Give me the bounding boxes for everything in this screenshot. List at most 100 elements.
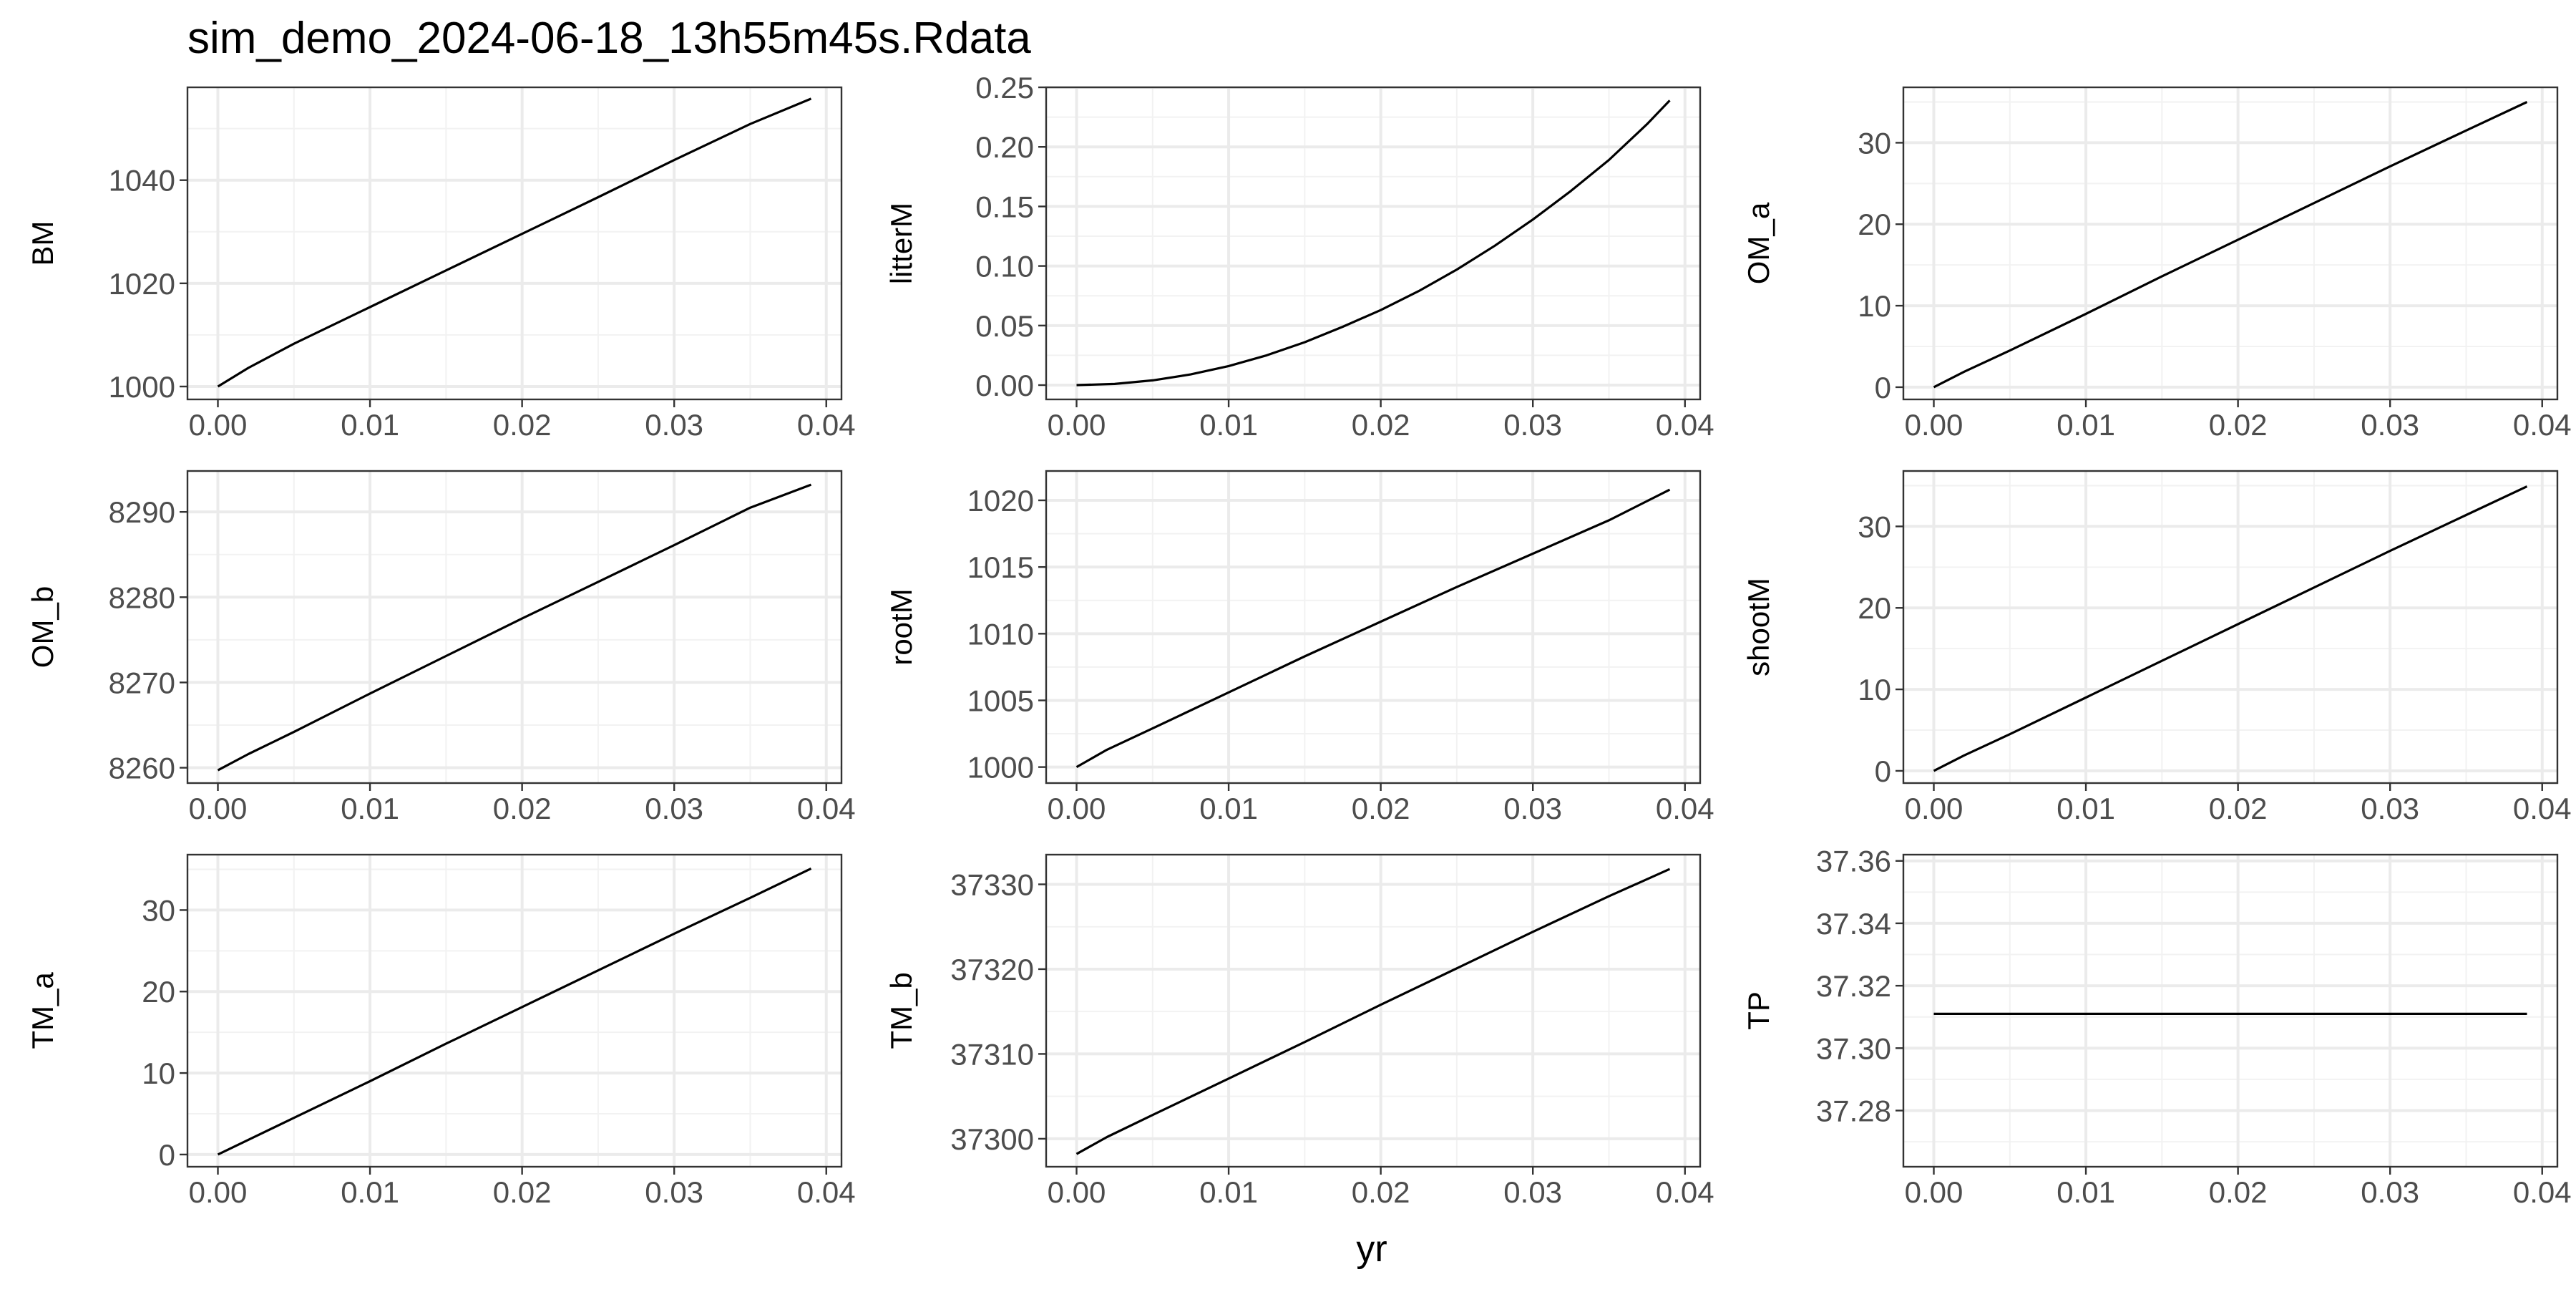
series-line bbox=[1075, 868, 1671, 1155]
y-tick-label: 0.25 bbox=[975, 71, 1034, 105]
y-tick-label: 20 bbox=[1858, 591, 1891, 625]
x-tick-label: 0.02 bbox=[2209, 792, 2268, 825]
x-tick-label: 0.00 bbox=[1905, 1175, 1963, 1209]
panel-tp: 0.00 0.01 0.02 0.03 0.04 37.28 37.30 37.32 37.34… bbox=[1742, 845, 2572, 1209]
y-tick-label: 0.15 bbox=[975, 190, 1034, 223]
y-tick-label: 37310 bbox=[950, 1037, 1034, 1071]
y-tick-label: 1040 bbox=[109, 164, 175, 198]
series-line bbox=[217, 483, 812, 772]
x-tick-label: 0.01 bbox=[1199, 792, 1258, 825]
panel-border bbox=[186, 470, 843, 785]
panel-om-a: 0.00 0.01 0.02 0.03 0.04 0 10 20 30 OM_a bbox=[1742, 86, 2572, 442]
x-tick-label: 0.02 bbox=[493, 792, 552, 825]
y-tick-label: 20 bbox=[142, 975, 175, 1009]
x-tick-label: 0.02 bbox=[1352, 408, 1410, 442]
y-tick-label: 30 bbox=[1858, 126, 1891, 160]
y-axis-label: BM bbox=[26, 221, 59, 266]
series-line bbox=[217, 867, 812, 1156]
x-tick-label: 0.03 bbox=[2361, 1175, 2419, 1209]
y-tick-label: 8290 bbox=[109, 495, 175, 529]
x-tick-label: 0.02 bbox=[1352, 1175, 1410, 1209]
y-tick-label: 0 bbox=[159, 1138, 175, 1172]
y-tick-label: 37330 bbox=[950, 868, 1034, 901]
x-tick-label: 0.03 bbox=[645, 408, 703, 442]
x-tick-label: 0.01 bbox=[341, 792, 399, 825]
series-line bbox=[1933, 485, 2528, 772]
x-tick-label: 0.00 bbox=[189, 1175, 248, 1209]
x-tick-label: 0.04 bbox=[2513, 408, 2572, 442]
y-axis-label: OM_b bbox=[26, 586, 59, 668]
y-tick-label: 37.36 bbox=[1816, 845, 1891, 878]
y-tick-label: 10 bbox=[1858, 673, 1891, 706]
panel-shootm: 0.00 0.01 0.02 0.03 0.04 0 10 20 30 shootM bbox=[1742, 470, 2572, 825]
x-tick-label: 0.00 bbox=[1905, 408, 1963, 442]
x-tick-label: 0.04 bbox=[2513, 792, 2572, 825]
x-tick-label: 0.03 bbox=[645, 792, 703, 825]
y-tick-label: 0 bbox=[1875, 754, 1891, 788]
y-tick-label: 1000 bbox=[109, 370, 175, 404]
y-tick-label: 1015 bbox=[967, 550, 1034, 584]
y-tick-label: 1005 bbox=[967, 684, 1034, 717]
x-tick-label: 0.03 bbox=[1503, 408, 1562, 442]
series-line bbox=[217, 97, 812, 388]
panel-border bbox=[1902, 853, 2559, 1168]
panel-bm: 0.00 0.01 0.02 0.03 0.04 1000 1020 1040 BM bbox=[26, 86, 856, 442]
y-tick-label: 8280 bbox=[109, 581, 175, 614]
x-tick-label: 0.00 bbox=[1905, 792, 1963, 825]
x-tick-label: 0.01 bbox=[1199, 408, 1258, 442]
series-line bbox=[1076, 99, 1671, 387]
chart-title: sim_demo_2024-06-18_13h55m45s.Rdata bbox=[187, 14, 1031, 63]
x-tick-label: 0.03 bbox=[1503, 1175, 1562, 1209]
y-tick-label: 37.30 bbox=[1816, 1031, 1891, 1065]
y-axis-label: TM_b bbox=[884, 972, 918, 1049]
y-tick-label: 37300 bbox=[950, 1122, 1034, 1156]
x-tick-label: 0.00 bbox=[189, 792, 248, 825]
panel-border bbox=[1045, 853, 1702, 1168]
y-tick-label: 8270 bbox=[109, 666, 175, 699]
x-tick-label: 0.04 bbox=[2513, 1175, 2572, 1209]
x-tick-label: 0.04 bbox=[797, 1175, 856, 1209]
x-tick-label: 0.03 bbox=[1503, 792, 1562, 825]
y-axis-label: litterM bbox=[884, 203, 918, 284]
x-tick-label: 0.01 bbox=[2057, 792, 2115, 825]
x-tick-label: 0.04 bbox=[1656, 1175, 1714, 1209]
y-axis-label: OM_a bbox=[1742, 202, 1775, 284]
x-tick-label: 0.04 bbox=[1656, 792, 1714, 825]
panel-rootm: 0.00 0.01 0.02 0.03 0.04 1000 1005 1010 1015 1020… bbox=[884, 470, 1714, 825]
y-tick-label: 0.20 bbox=[975, 130, 1034, 164]
y-tick-label: 0.00 bbox=[975, 369, 1034, 402]
x-tick-label: 0.01 bbox=[341, 408, 399, 442]
y-tick-label: 30 bbox=[142, 893, 175, 927]
panel-border bbox=[186, 853, 843, 1168]
x-tick-label: 0.03 bbox=[2361, 792, 2419, 825]
x-tick-label: 0.00 bbox=[189, 408, 248, 442]
x-tick-label: 0.00 bbox=[1048, 1175, 1106, 1209]
panel-om-b: 0.00 0.01 0.02 0.03 0.04 8260 8270 8280 8290 OM_b bbox=[26, 470, 856, 825]
y-axis-label: rootM bbox=[884, 588, 918, 665]
y-tick-label: 0.10 bbox=[975, 250, 1034, 283]
panel-tm-b: 0.00 0.01 0.02 0.03 0.04 37300 37310 37320 37330… bbox=[884, 853, 1714, 1209]
panel-border bbox=[1902, 86, 2559, 401]
y-tick-label: 37.34 bbox=[1816, 907, 1891, 941]
y-tick-label: 37.28 bbox=[1816, 1094, 1891, 1128]
x-tick-label: 0.02 bbox=[2209, 408, 2268, 442]
panel-border bbox=[1045, 470, 1702, 785]
panel-border bbox=[186, 86, 843, 401]
x-tick-label: 0.03 bbox=[645, 1175, 703, 1209]
y-tick-label: 37320 bbox=[950, 953, 1034, 986]
y-tick-label: 20 bbox=[1858, 208, 1891, 241]
y-tick-label: 1020 bbox=[967, 484, 1034, 518]
x-tick-label: 0.02 bbox=[493, 408, 552, 442]
y-tick-label: 0.05 bbox=[975, 309, 1034, 343]
y-tick-label: 1020 bbox=[109, 267, 175, 301]
y-axis-label: TP bbox=[1742, 991, 1775, 1030]
x-tick-label: 0.01 bbox=[2057, 408, 2115, 442]
x-tick-label: 0.01 bbox=[2057, 1175, 2115, 1209]
y-tick-label: 1000 bbox=[967, 751, 1034, 785]
x-tick-label: 0.00 bbox=[1048, 408, 1106, 442]
panel-border bbox=[1902, 470, 2559, 785]
x-tick-label: 0.04 bbox=[797, 792, 856, 825]
